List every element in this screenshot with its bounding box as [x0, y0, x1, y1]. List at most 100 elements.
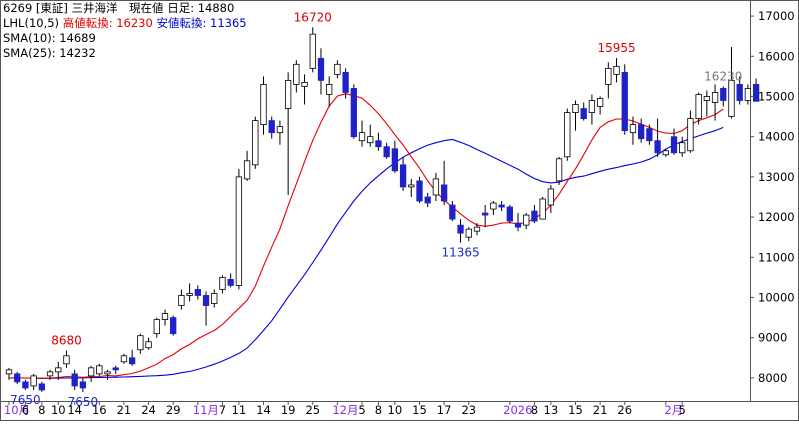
x-tick-label: 25	[305, 403, 320, 417]
candle-body-down	[424, 196, 431, 204]
candle-body-up	[145, 341, 152, 349]
candles	[5, 27, 760, 392]
candle-body-up	[679, 142, 686, 154]
y-tick-label: 11000	[758, 250, 795, 264]
x-tick-label: 15	[412, 403, 427, 417]
candle-body-up	[564, 112, 571, 158]
candle-body-up	[178, 295, 185, 306]
y-tick-label: 14000	[758, 130, 795, 144]
lhl-high-turn: 高値転換: 16230	[62, 16, 153, 30]
annotation-low: 7650	[68, 395, 99, 409]
candle-body-down	[736, 84, 743, 101]
candle-body-down	[670, 136, 678, 154]
y-tick-label: 10000	[758, 290, 795, 304]
x-tick-label: 7	[219, 403, 226, 417]
candle-body-up	[46, 371, 54, 377]
candle-body-up	[687, 118, 694, 152]
y-tick-label: 8000	[758, 371, 787, 385]
candle-body-up	[334, 63, 341, 75]
y-tick-label: 17000	[758, 9, 795, 23]
candle-body-up	[186, 293, 193, 296]
x-tick-label: 8	[38, 403, 45, 417]
candle-body-down	[514, 222, 522, 228]
candle-body-down	[621, 71, 628, 132]
candle-body-up	[284, 80, 292, 109]
candle-body-down	[457, 224, 464, 234]
candle-body-down	[416, 180, 423, 202]
annotation-high: 15955	[597, 41, 635, 55]
annotation-low: 11365	[441, 246, 479, 260]
ticker-info: 6269 [東証] 三井海洋 現在値 日足: 14880	[3, 1, 235, 15]
x-tick-label: 13	[544, 403, 559, 417]
candle-body-up	[276, 126, 284, 134]
candle-body-down	[506, 206, 513, 222]
candle-body-up	[662, 150, 669, 156]
candle-body-up	[293, 63, 300, 85]
x-tick-label: 26	[617, 403, 632, 417]
candle-body-up	[219, 276, 226, 290]
candle-body-up	[87, 367, 95, 377]
candle-body-down	[498, 204, 505, 208]
x-tick-label: 8	[531, 403, 538, 417]
candle-body-down	[342, 71, 349, 93]
candle-body-up	[326, 84, 333, 95]
candle-body-down	[720, 88, 727, 101]
candle-body-up	[728, 80, 735, 117]
x-tick-label: 16	[92, 403, 107, 417]
candle-body-down	[170, 317, 177, 335]
candle-body-down	[22, 381, 29, 389]
x-tick-label: 17	[437, 403, 452, 417]
candle-body-up	[555, 158, 563, 182]
candle-body-up	[243, 160, 251, 180]
candle-body-down	[79, 381, 87, 389]
candle-body-down	[71, 373, 78, 387]
candle-body-down	[317, 57, 325, 81]
candle-body-down	[375, 140, 382, 148]
candle-body-down	[449, 204, 456, 220]
candle-body-down	[752, 84, 760, 102]
sma10-legend: SMA(10): 14689	[3, 31, 96, 45]
candle-body-down	[268, 120, 275, 134]
candle-body-down	[112, 367, 119, 371]
moving-average-lines	[8, 93, 724, 379]
candle-body-down	[383, 146, 390, 158]
y-axis: 8000 9000 10000 11000 12000 13000 14000 15000 16…	[750, 9, 795, 385]
candle-body-up	[539, 198, 546, 220]
candle-body-up	[367, 136, 374, 144]
candle-body-up	[703, 96, 710, 101]
candle-body-up	[260, 84, 267, 126]
x-tick-label: 8	[375, 403, 382, 417]
candle-body-up	[490, 202, 497, 210]
candle-body-up	[572, 104, 579, 113]
candle-body-down	[482, 212, 489, 216]
candle-body-up	[63, 355, 70, 365]
candle-body-up	[30, 375, 37, 387]
x-tick-label: 21	[117, 403, 132, 417]
x-tick-label: 6	[22, 403, 29, 417]
candle-body-down	[128, 357, 136, 365]
x-tick-label: 15	[568, 403, 583, 417]
candle-body-up	[153, 319, 160, 335]
candle-body-up	[432, 178, 440, 196]
x-tick-label: 5	[358, 403, 365, 417]
candle-body-up	[408, 184, 415, 188]
y-tick-label: 9000	[758, 331, 787, 345]
candle-body-up	[596, 98, 604, 107]
lhl-low-turn: 安値転換: 11365	[156, 16, 247, 30]
candle-body-down	[194, 289, 201, 296]
candle-body-up	[252, 120, 259, 166]
sma10-line	[8, 93, 724, 379]
candle-body-up	[629, 124, 637, 134]
x-tick-label: 29	[166, 403, 181, 417]
header-line-1: 6269 [東証] 三井海洋 現在値 日足: 14880	[3, 1, 234, 15]
candle-body-up	[547, 188, 555, 206]
x-tick-label: 10	[388, 403, 403, 417]
x-tick-label: 19	[281, 403, 296, 417]
annotation-low: 7650	[10, 393, 41, 407]
candle-body-down	[440, 184, 448, 202]
x-tick-label: 10	[51, 403, 66, 417]
x-tick-label: 24	[141, 403, 156, 417]
candle-body-down	[531, 210, 538, 222]
